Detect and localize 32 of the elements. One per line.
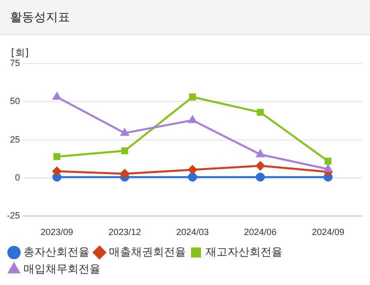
y-tick-label: -25: [6, 210, 20, 221]
x-tick-label: 2024/06: [244, 227, 277, 238]
point: [120, 128, 129, 136]
legend-label: 재고자산회전율: [206, 245, 282, 258]
legend-label: 매입채무회전율: [24, 262, 100, 276]
point: [121, 147, 128, 154]
point: [53, 153, 60, 160]
chart-title: 활동성지표: [10, 9, 70, 26]
point: [256, 150, 264, 158]
point: [324, 158, 332, 165]
point: [188, 116, 197, 123]
y-axis-title: [회]: [11, 47, 29, 60]
legend-label: 총자산회전율: [24, 245, 90, 258]
legend-label: 매출채권회전율: [109, 245, 186, 258]
point: [256, 161, 265, 170]
point: [120, 169, 130, 178]
point: [52, 166, 62, 176]
point: [256, 172, 265, 182]
x-tick-label: 2024/03: [176, 227, 209, 238]
y-tick-label: 50: [10, 96, 20, 106]
point: [324, 164, 332, 172]
y-tick-label: 0: [14, 172, 20, 182]
point: [189, 94, 196, 100]
y-tick-label: 25: [10, 134, 20, 144]
x-tick-label: 2023/12: [108, 227, 141, 238]
x-tick-label: 2024/09: [312, 227, 344, 238]
y-tick-label: 75: [10, 58, 20, 68]
point: [188, 165, 198, 174]
point: [52, 92, 61, 100]
point: [256, 108, 264, 116]
point: [188, 172, 198, 182]
x-tick-label: 2023/09: [40, 227, 74, 238]
